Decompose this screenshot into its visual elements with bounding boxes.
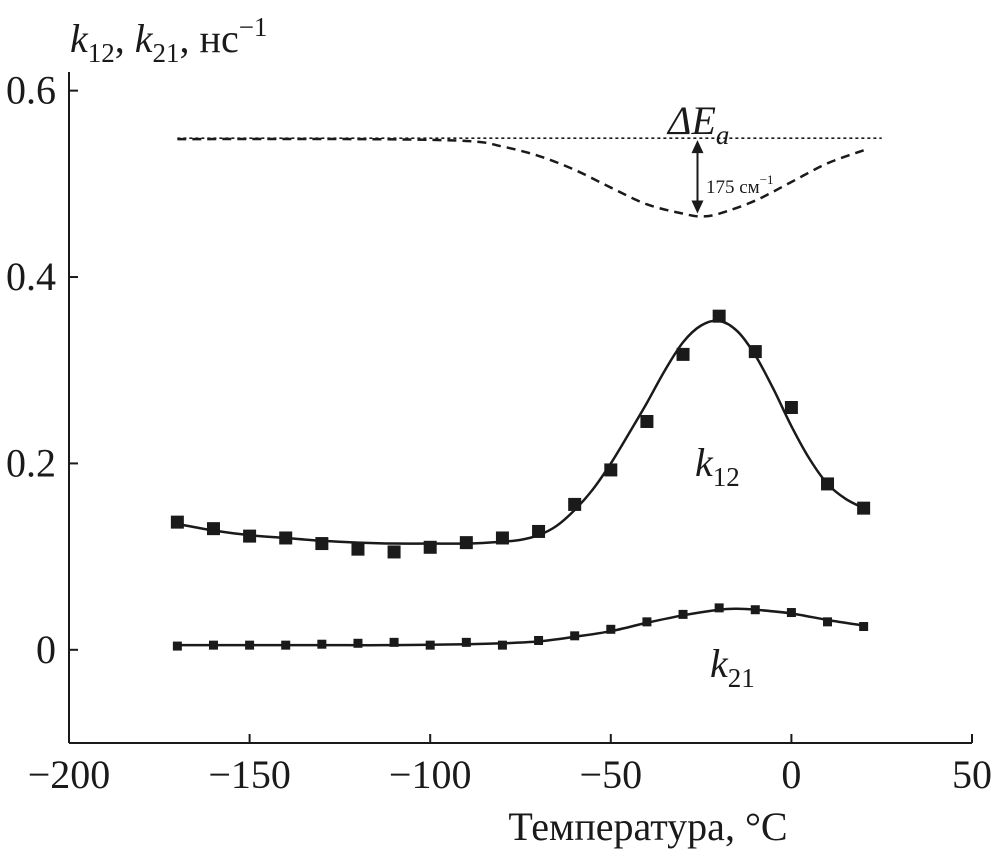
x-tick-label: −150 (208, 752, 291, 797)
data-point-k21 (425, 640, 435, 650)
y-axis-title: k12, k21, нс−1 (70, 12, 267, 68)
fit-curve-k21 (177, 607, 864, 647)
data-point-k12 (315, 537, 329, 551)
data-point-k21 (497, 640, 507, 650)
data-point-k21 (678, 609, 688, 619)
data-point-k21 (353, 638, 363, 648)
x-tick-label: −200 (28, 752, 111, 797)
series-label-delta-ea: ΔEa (666, 98, 729, 150)
data-point-k12 (206, 522, 220, 536)
x-axis-title: Температура, °C (508, 804, 787, 849)
series-label-k21: k21 (710, 641, 755, 693)
axis-ticks: −200 −150 −100 −50 0 50 0 0.2 0.4 0.6 (6, 68, 992, 797)
energy-gap-arrow (691, 140, 704, 214)
x-tick-label: −100 (389, 752, 472, 797)
data-point-k12 (604, 463, 618, 477)
data-point-k12 (387, 545, 401, 559)
data-point-k21 (859, 622, 869, 632)
data-point-k12 (351, 542, 365, 556)
data-point-k21 (461, 637, 471, 647)
delta-ea-curve (177, 137, 865, 218)
data-point-k12 (748, 345, 762, 359)
data-point-k12 (170, 515, 184, 529)
y-tick-label: 0.4 (6, 254, 56, 299)
data-point-k21 (245, 640, 255, 650)
data-point-k12 (640, 414, 654, 428)
data-point-k21 (642, 617, 652, 627)
data-point-k21 (317, 639, 327, 649)
x-tick-label: −50 (580, 752, 643, 797)
data-point-k12 (568, 497, 582, 511)
data-point-k21 (389, 637, 399, 647)
data-point-k21 (606, 624, 616, 634)
x-tick-label: 0 (781, 752, 801, 797)
data-point-k12 (459, 536, 473, 550)
energy-gap-annotation: 175 см−1 (706, 172, 774, 198)
data-point-k21 (823, 617, 833, 627)
data-point-k12 (676, 347, 690, 361)
data-point-k21 (208, 640, 218, 650)
data-point-k12 (857, 501, 871, 515)
data-point-k12 (495, 531, 509, 545)
plot-area (170, 137, 882, 651)
y-tick-label: 0.6 (6, 68, 56, 113)
data-point-k21 (570, 631, 580, 641)
data-point-k12 (784, 401, 798, 414)
data-point-k12 (279, 531, 293, 545)
data-point-k21 (714, 603, 724, 613)
data-point-k12 (423, 540, 437, 554)
data-point-k21 (750, 605, 760, 615)
data-point-k21 (172, 641, 182, 651)
data-point-k21 (534, 635, 544, 645)
series-label-k12: k12 (695, 440, 740, 492)
data-point-k12 (712, 309, 726, 323)
y-tick-label: 0.2 (6, 440, 56, 485)
data-point-k12 (532, 524, 546, 538)
data-point-k21 (281, 640, 291, 650)
x-tick-label: 50 (952, 752, 992, 797)
data-point-k12 (243, 529, 257, 543)
fit-curve-k12 (177, 319, 865, 545)
y-tick-label: 0 (36, 627, 56, 672)
data-point-k12 (821, 477, 835, 491)
data-point-k21 (786, 608, 796, 618)
